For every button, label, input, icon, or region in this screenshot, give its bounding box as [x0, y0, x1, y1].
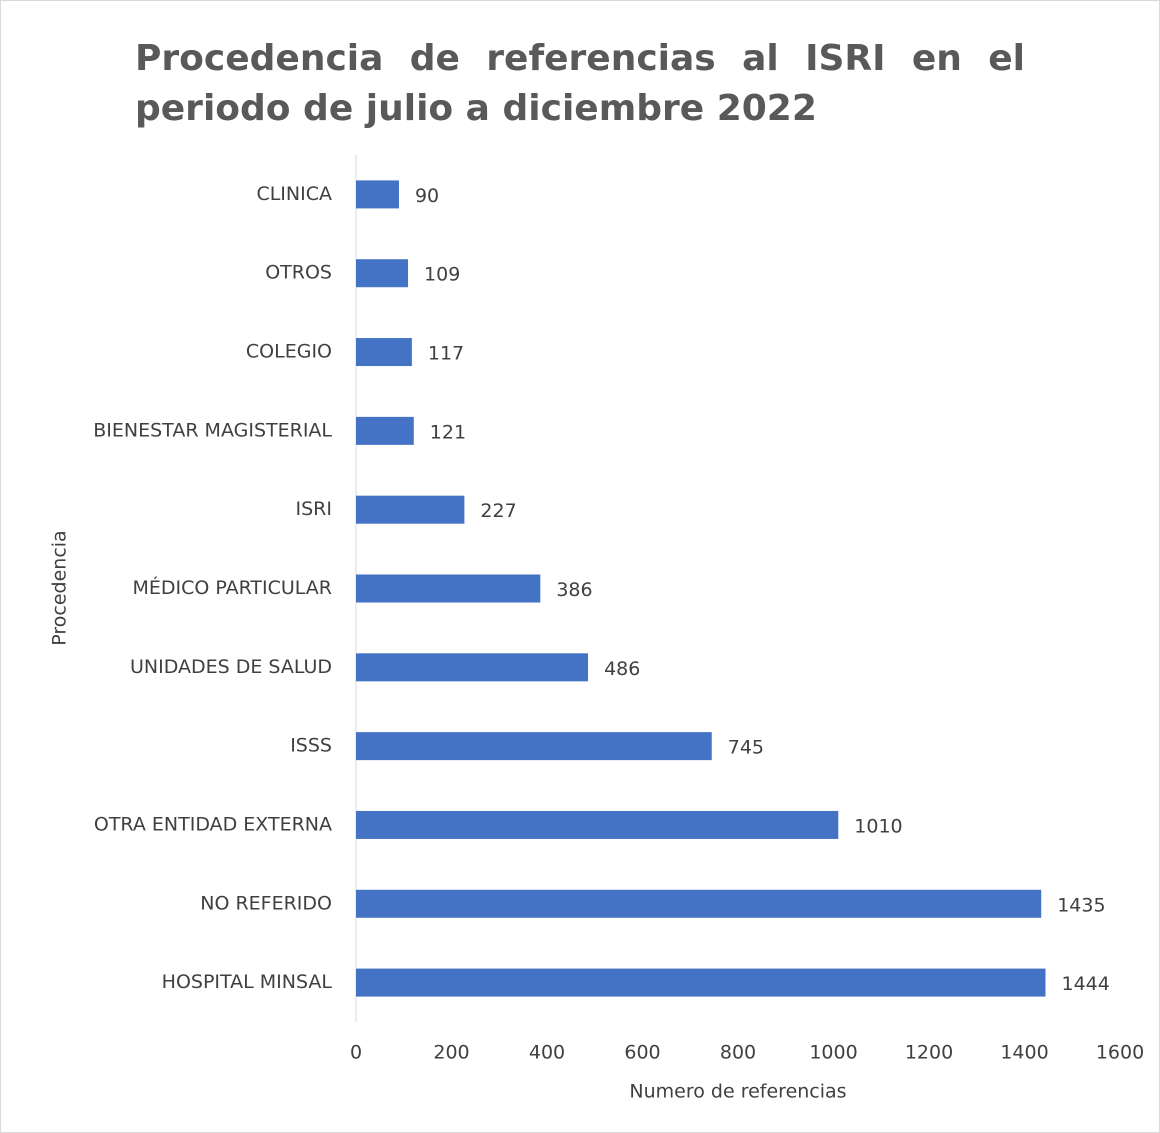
x-tick-label: 1000 [809, 1042, 857, 1064]
data-label: 745 [728, 737, 764, 759]
bar [356, 968, 1046, 997]
data-label: 227 [480, 500, 516, 522]
x-tick-label: 800 [720, 1042, 756, 1064]
y-tick-label: BIENESTAR MAGISTERIAL [93, 419, 332, 441]
y-tick-label: MÉDICO PARTICULAR [132, 576, 332, 599]
x-tick-label: 1600 [1096, 1042, 1144, 1064]
x-tick-label: 200 [433, 1042, 469, 1064]
y-tick-label: ISRI [296, 498, 332, 520]
x-tick-label: 400 [529, 1042, 565, 1064]
x-tick-label: 1400 [1000, 1042, 1048, 1064]
y-tick-label: CLINICA [256, 183, 332, 205]
bar [356, 574, 541, 603]
data-label: 1010 [854, 815, 902, 837]
bar [356, 653, 589, 682]
bar [356, 416, 414, 445]
chart-title: Procedencia de referencias al ISRI en el… [135, 38, 1025, 129]
x-axis-label: Numero de referencias [629, 1081, 846, 1103]
bar [356, 495, 465, 524]
bar [356, 259, 409, 288]
y-tick-label: NO REFERIDO [200, 892, 332, 914]
data-label: 121 [430, 421, 466, 443]
bar [356, 889, 1042, 918]
x-tick-label: 1200 [905, 1042, 953, 1064]
y-tick-label: COLEGIO [246, 341, 332, 363]
data-label: 117 [428, 343, 464, 365]
y-tick-label: UNIDADES DE SALUD [130, 656, 332, 678]
data-label: 1435 [1057, 894, 1105, 916]
y-tick-label: OTROS [265, 262, 332, 284]
y-tick-label: ISSS [290, 735, 332, 757]
bar [356, 338, 412, 367]
data-label: 90 [415, 185, 439, 207]
bar [356, 810, 839, 839]
data-label: 386 [556, 579, 592, 601]
x-tick-label: 0 [350, 1042, 362, 1064]
bar [356, 732, 712, 761]
y-axis-label: Procedencia [49, 530, 71, 645]
y-tick-label: HOSPITAL MINSAL [162, 971, 333, 993]
data-label: 486 [604, 658, 640, 680]
x-tick-label: 600 [624, 1042, 660, 1064]
data-label: 109 [424, 264, 460, 286]
data-label: 1444 [1062, 973, 1110, 995]
y-tick-label: OTRA ENTIDAD EXTERNA [94, 813, 332, 835]
bar [356, 180, 399, 209]
